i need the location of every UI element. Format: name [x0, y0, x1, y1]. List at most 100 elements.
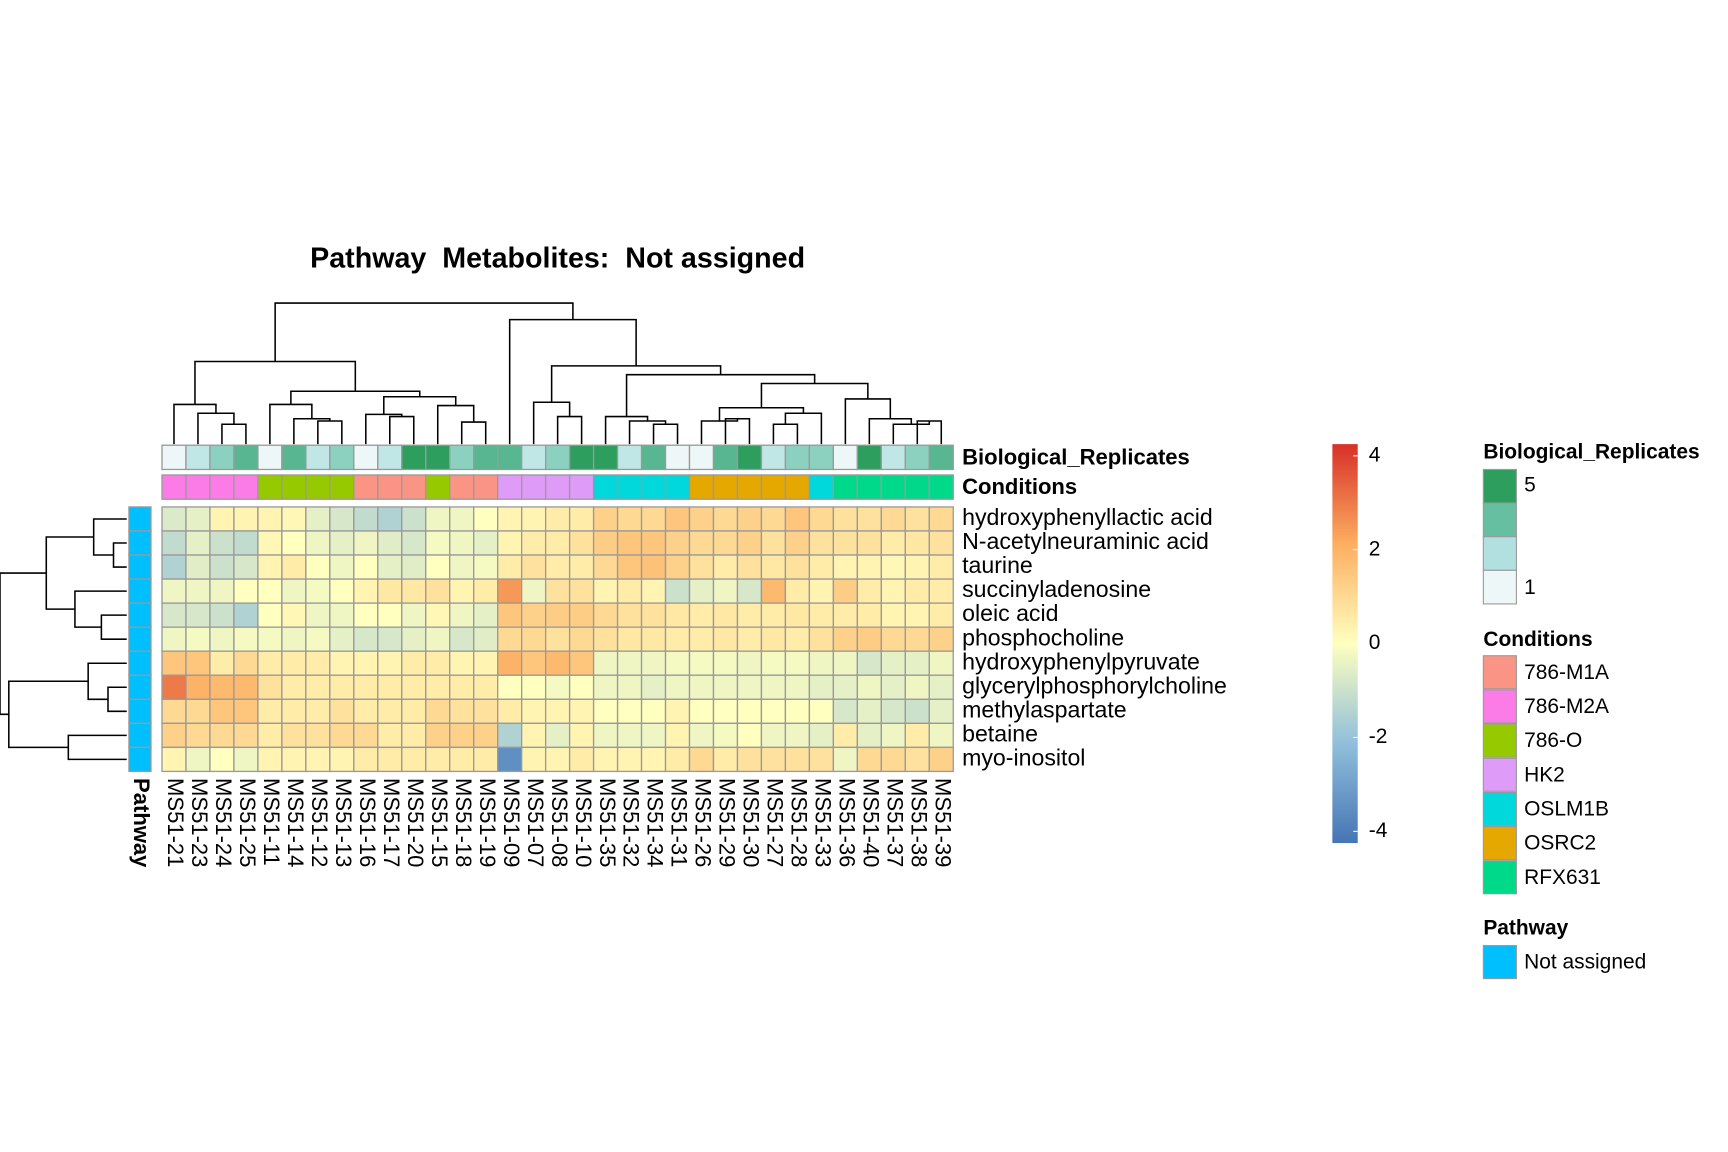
heat-cell	[329, 530, 355, 556]
heat-cell	[664, 578, 691, 604]
heat-cell	[592, 602, 619, 628]
heat-cell	[473, 554, 499, 580]
pathway-cell	[128, 746, 152, 773]
heat-cell	[425, 506, 451, 532]
heat-cell	[544, 530, 571, 556]
heat-cell	[473, 626, 499, 652]
heat-cell	[928, 530, 954, 556]
heat-cell	[497, 602, 523, 628]
heat-cell	[928, 602, 954, 628]
heat-cell	[305, 698, 331, 725]
row-label: glycerylphosphorylcholine	[962, 672, 1227, 698]
annotation-label: Biological_Replicates	[962, 444, 1190, 469]
heat-cell	[808, 698, 835, 725]
heat-cell	[616, 674, 643, 700]
heat-cell	[305, 506, 331, 532]
heat-cell	[329, 674, 355, 700]
heat-cell	[425, 530, 451, 556]
heat-cell	[281, 674, 307, 700]
replicate-cell	[664, 444, 691, 471]
heat-cell	[616, 530, 643, 556]
heat-cell	[616, 554, 643, 580]
heat-cell	[449, 530, 475, 556]
replicate-cell	[353, 444, 379, 471]
dendrogram	[0, 302, 943, 761]
heat-cell	[305, 746, 331, 773]
heat-cell	[497, 746, 523, 773]
heat-cell	[880, 698, 906, 725]
legend-label: OSRC2	[1524, 832, 1596, 855]
heat-cell	[497, 698, 523, 725]
heat-cell	[544, 650, 571, 676]
heat-cell	[784, 602, 811, 628]
condition-cell	[592, 474, 619, 500]
heat-cell	[688, 554, 715, 580]
condition-cell	[712, 474, 739, 500]
heat-cell	[161, 554, 187, 580]
condition-cell	[353, 474, 379, 500]
heat-cell	[616, 650, 643, 676]
heat-cell	[473, 746, 499, 773]
heat-cell	[880, 602, 906, 628]
heat-cell	[640, 674, 667, 700]
heat-cell	[233, 626, 259, 652]
heat-cell	[233, 698, 259, 725]
heat-cell	[353, 602, 379, 628]
heat-cell	[616, 746, 643, 773]
heat-cell	[305, 578, 331, 604]
replicate-cell	[257, 444, 283, 471]
column-label: MS51-26	[691, 778, 716, 867]
heat-cell	[425, 698, 451, 725]
heat-cell	[161, 530, 187, 556]
column-label: MS51-14	[283, 778, 308, 867]
heat-cell	[592, 506, 619, 532]
heat-cell	[305, 530, 331, 556]
heat-cell	[521, 554, 547, 580]
heat-cell	[688, 746, 715, 773]
heat-cell	[808, 722, 835, 749]
legend-title: Biological_Replicates	[1483, 440, 1699, 463]
heat-cell	[353, 722, 379, 749]
condition-cell	[161, 474, 187, 500]
replicate-cell	[473, 444, 499, 471]
replicate-cell	[449, 444, 475, 471]
row-label: betaine	[962, 720, 1038, 746]
heat-cell	[305, 674, 331, 700]
heat-cell	[257, 674, 283, 700]
legend-label: OSLM1B	[1524, 798, 1609, 821]
heat-cell	[473, 650, 499, 676]
heat-cell	[329, 650, 355, 676]
heat-cell	[161, 722, 187, 749]
heat-cell	[808, 674, 835, 700]
heat-cell	[401, 674, 427, 700]
heat-cell	[449, 650, 475, 676]
column-label: MS51-17	[379, 778, 404, 867]
heat-cell	[568, 506, 595, 532]
heat-cell	[904, 578, 930, 604]
heat-cell	[185, 626, 211, 652]
replicate-cell	[497, 444, 523, 471]
heat-cell	[832, 626, 859, 652]
heat-cell	[329, 554, 355, 580]
heat-cell	[928, 746, 954, 773]
heat-cell	[209, 554, 235, 580]
condition-cell	[544, 474, 571, 500]
row-label: hydroxyphenyllactic acid	[962, 504, 1213, 530]
condition-cell	[329, 474, 355, 500]
replicate-cell	[616, 444, 643, 471]
heat-cell	[568, 722, 595, 749]
heat-cell	[473, 722, 499, 749]
column-label: MS51-11	[259, 778, 284, 866]
heat-cell	[401, 602, 427, 628]
heat-cell	[616, 578, 643, 604]
column-label: MS51-37	[882, 778, 907, 867]
heat-cell	[473, 578, 499, 604]
heat-cell	[688, 650, 715, 676]
heat-cell	[760, 602, 787, 628]
column-label: MS51-36	[835, 778, 860, 867]
heat-cell	[736, 722, 763, 749]
heat-cell	[760, 506, 787, 532]
heat-cell	[281, 602, 307, 628]
heat-cell	[712, 722, 739, 749]
